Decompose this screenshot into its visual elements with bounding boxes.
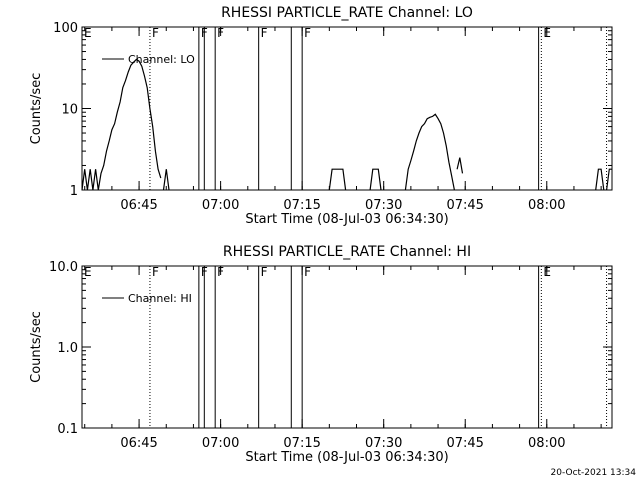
event-marker-label: E <box>543 26 551 40</box>
x-tick-label: 07:30 <box>365 436 402 451</box>
event-marker-label: F <box>304 265 311 279</box>
legend-label: Channel: LO <box>128 53 195 66</box>
y-tick-label: 1 <box>70 184 78 199</box>
y-tick-label: 10.0 <box>49 260 78 275</box>
event-marker-label: F <box>217 265 224 279</box>
plot-frame <box>81 26 613 191</box>
x-axis-label: Start Time (08-Jul-03 06:34:30) <box>245 450 448 465</box>
x-tick-label: 07:45 <box>446 198 483 213</box>
series-line-segment <box>328 168 347 191</box>
legend-label: Channel: HI <box>128 292 192 305</box>
x-tick-label: 08:00 <box>528 198 565 213</box>
event-marker-label: F <box>261 26 268 40</box>
event-marker-label: E <box>543 265 551 279</box>
series-line-segment <box>404 113 455 191</box>
y-axis-label: Counts/sec <box>29 311 44 383</box>
chart-title: RHESSI PARTICLE_RATE Channel: LO <box>221 5 473 21</box>
event-marker-label: E <box>84 26 92 40</box>
event-marker-label: E <box>84 265 92 279</box>
y-tick-label: 10 <box>61 103 78 118</box>
chart-title: RHESSI PARTICLE_RATE Channel: HI <box>223 244 471 260</box>
plot-frame <box>81 265 613 429</box>
x-axis-label: Start Time (08-Jul-03 06:34:30) <box>245 212 448 227</box>
x-tick-label: 07:15 <box>283 436 320 451</box>
x-tick-label: 07:45 <box>446 436 483 451</box>
y-axis-label: Counts/sec <box>29 73 44 145</box>
chart-panel-0: RHESSI PARTICLE_RATE Channel: LO 1 10 100 06… <box>29 5 613 227</box>
y-tick-label: 0.1 <box>57 422 78 437</box>
y-tick-label: 1.0 <box>57 341 78 356</box>
series-line-segment <box>595 168 605 191</box>
x-tick-label: 06:45 <box>120 198 157 213</box>
x-tick-label: 06:45 <box>120 436 157 451</box>
event-marker-label: F <box>217 26 224 40</box>
x-tick-label: 07:15 <box>283 198 320 213</box>
y-tick-label: 100 <box>53 21 78 36</box>
series-line-segment <box>369 168 382 191</box>
x-tick-label: 08:00 <box>528 436 565 451</box>
series-line-segment <box>81 58 162 191</box>
chart-panel-1: RHESSI PARTICLE_RATE Channel: HI 0.1 1.0 10… <box>29 244 613 465</box>
footer-timestamp: 20-Oct-2021 13:34 <box>551 468 637 478</box>
event-marker-label: F <box>304 26 311 40</box>
series-line-segment <box>606 168 612 191</box>
event-marker-label: F <box>152 26 159 40</box>
x-tick-label: 07:00 <box>202 436 239 451</box>
event-marker-label: F <box>261 265 268 279</box>
series-line-segment <box>456 157 464 174</box>
event-marker-label: F <box>152 265 159 279</box>
series-line-segment <box>162 169 170 191</box>
x-tick-label: 07:30 <box>365 198 402 213</box>
x-tick-label: 07:00 <box>202 198 239 213</box>
